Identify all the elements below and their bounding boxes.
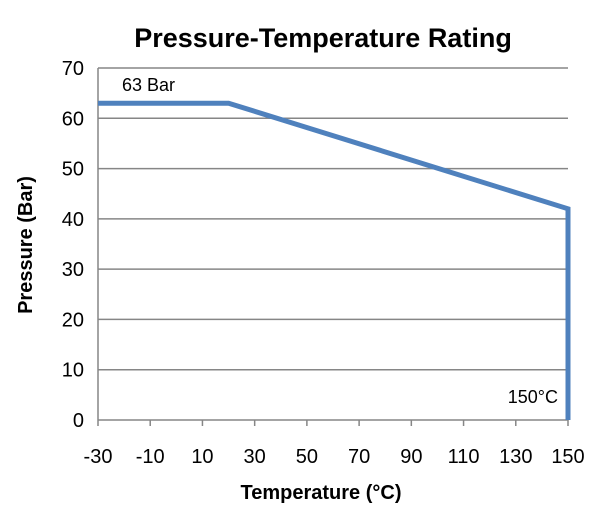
x-axis-title: Temperature (°C)	[241, 482, 402, 504]
y-tick-label: 60	[62, 108, 84, 130]
x-tick-label: -10	[136, 446, 165, 468]
x-tick-label: 30	[244, 446, 266, 468]
x-tick-label: 90	[400, 446, 422, 468]
x-tick-label: 130	[499, 446, 532, 468]
y-tick-label: 50	[62, 159, 84, 181]
y-tick-label: 30	[62, 259, 84, 281]
x-tick-label: 110	[448, 446, 480, 468]
annotation-max-pressure: 63 Bar	[122, 75, 175, 95]
y-tick-label: 70	[62, 58, 84, 80]
chart-title: Pressure-Temperature Rating	[134, 23, 512, 53]
x-tick-labels: -30 -10 10 30 50 70 90 110 130 150	[84, 446, 585, 468]
y-tick-label: 20	[62, 309, 84, 331]
gridlines	[98, 67, 568, 371]
x-tick-label: 70	[348, 446, 370, 468]
y-axis-title: Pressure (Bar)	[15, 176, 37, 314]
x-tick-label: 10	[191, 446, 213, 468]
axes	[97, 68, 569, 426]
x-tick-label: 150	[551, 446, 584, 468]
series-layer	[98, 100, 571, 420]
x-tick-label: 50	[296, 446, 318, 468]
x-tick-label: -30	[84, 446, 113, 468]
series-line	[98, 100, 571, 420]
y-tick-label: 10	[62, 360, 84, 382]
annotations: 63 Bar 150°C	[122, 75, 558, 407]
y-tick-label: 40	[62, 209, 84, 231]
y-tick-label: 0	[73, 410, 84, 432]
annotation-max-temperature: 150°C	[508, 387, 558, 407]
y-tick-labels: 0 10 20 30 40 50 60 70	[62, 58, 84, 432]
